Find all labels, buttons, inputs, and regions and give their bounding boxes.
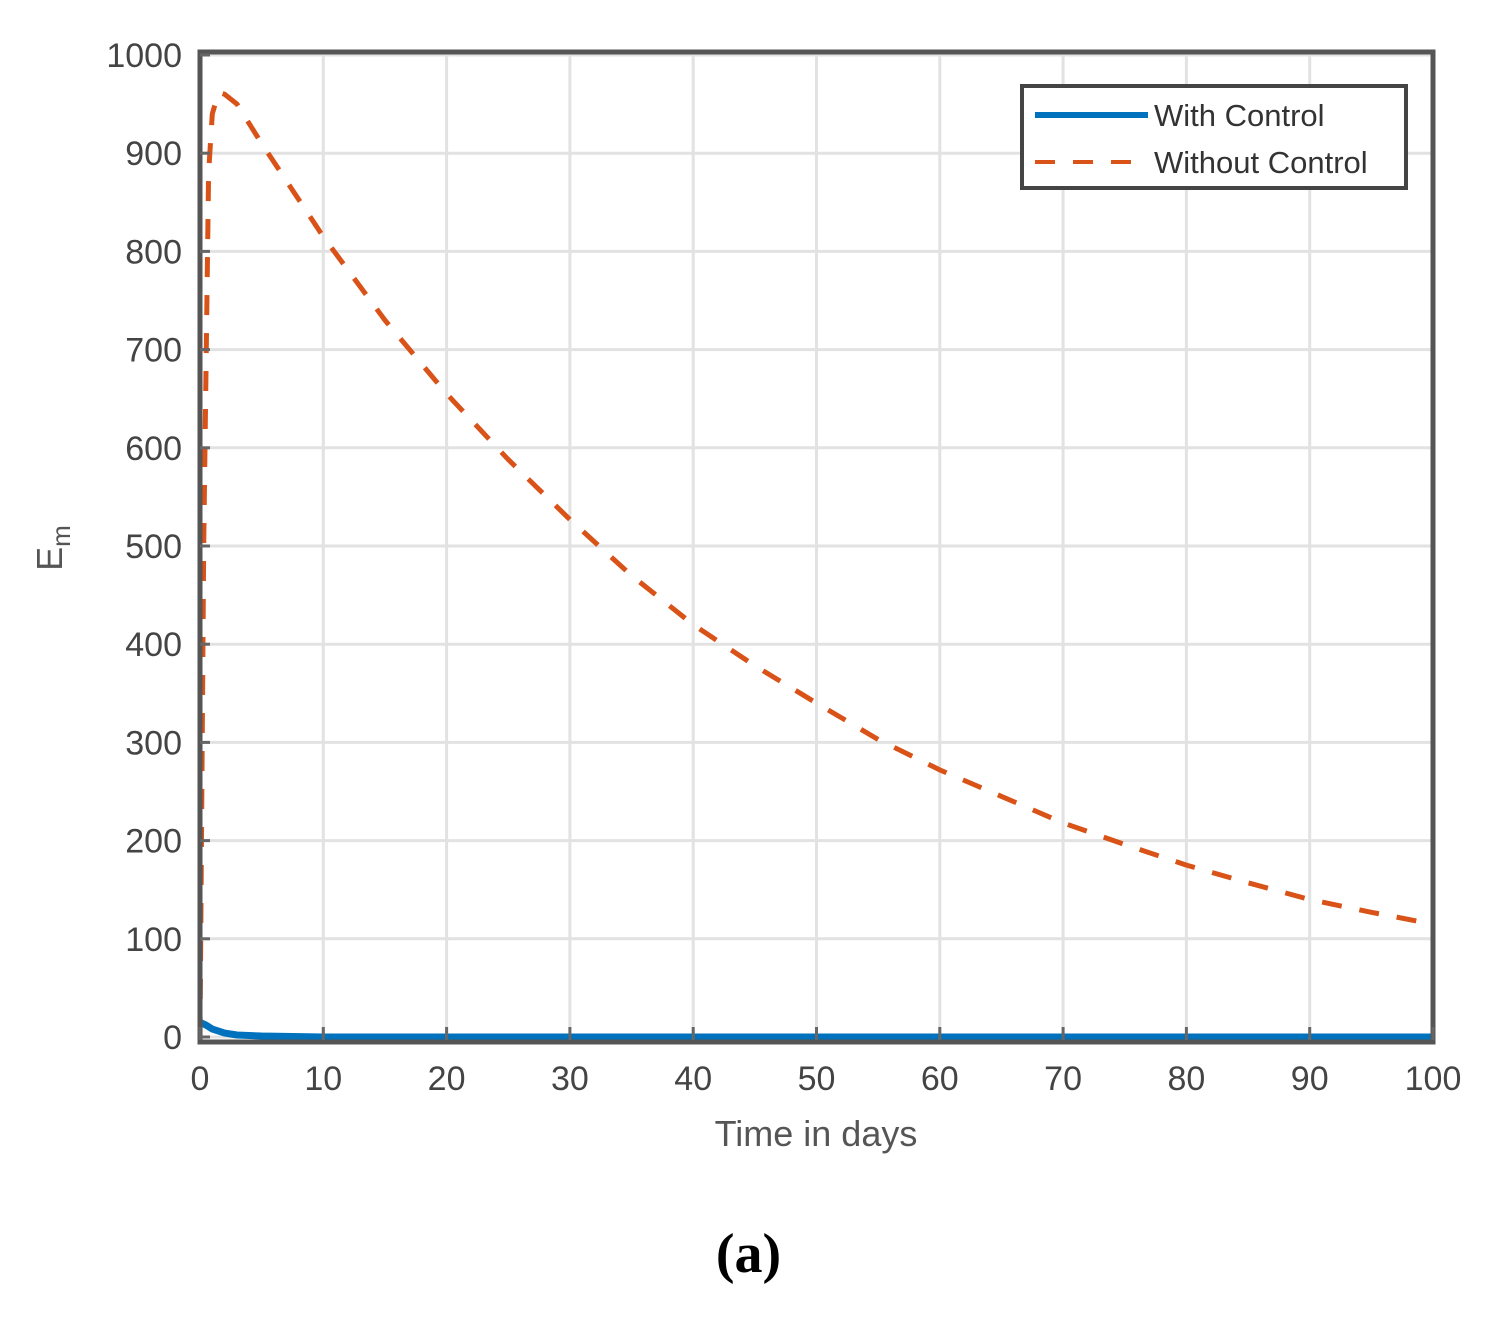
y-tick-label: 1000 (106, 37, 182, 75)
y-tick-label: 500 (125, 528, 182, 566)
y-tick-label: 400 (125, 626, 182, 664)
x-tick-label: 70 (1044, 1060, 1082, 1098)
x-axis-ticks: 0 10 20 30 40 50 60 70 80 90 100 (191, 1027, 1462, 1098)
x-tick-label: 80 (1167, 1060, 1205, 1098)
series-with-control (198, 1019, 1433, 1041)
x-tick-label: 90 (1291, 1060, 1329, 1098)
y-tick-label: 100 (125, 921, 182, 959)
x-tick-label: 60 (921, 1060, 959, 1098)
x-tick-label: 20 (428, 1060, 466, 1098)
x-tick-label: 100 (1405, 1060, 1462, 1098)
y-tick-label: 200 (125, 823, 182, 861)
y-tick-label: 800 (125, 233, 182, 271)
x-tick-label: 10 (304, 1060, 342, 1098)
legend-label-with-control: With Control (1154, 98, 1325, 133)
y-tick-label: 700 (125, 332, 182, 370)
y-axis-title: Em (29, 525, 76, 571)
x-tick-label: 0 (191, 1060, 210, 1098)
y-axis-title-subscript: m (46, 525, 76, 547)
y-tick-label: 0 (163, 1019, 182, 1057)
x-axis-title: Time in days (715, 1113, 918, 1154)
legend-box (1020, 84, 1408, 190)
y-axis-ticks: 0 100 200 300 400 500 600 700 800 900 1000 (106, 37, 210, 1057)
y-tick-label: 300 (125, 724, 182, 762)
x-tick-label: 40 (674, 1060, 712, 1098)
series-layer (197, 89, 1434, 1041)
figure-caption: (a) (715, 1223, 782, 1285)
legend: With Control Without Control (1020, 84, 1408, 190)
y-tick-label: 600 (125, 430, 182, 468)
grid-lines (198, 53, 1435, 1039)
y-tick-label: 900 (125, 135, 182, 173)
x-tick-label: 30 (551, 1060, 589, 1098)
y-axis-title-main: E (29, 547, 70, 571)
legend-label-without-control: Without Control (1154, 145, 1368, 180)
x-tick-label: 50 (798, 1060, 836, 1098)
